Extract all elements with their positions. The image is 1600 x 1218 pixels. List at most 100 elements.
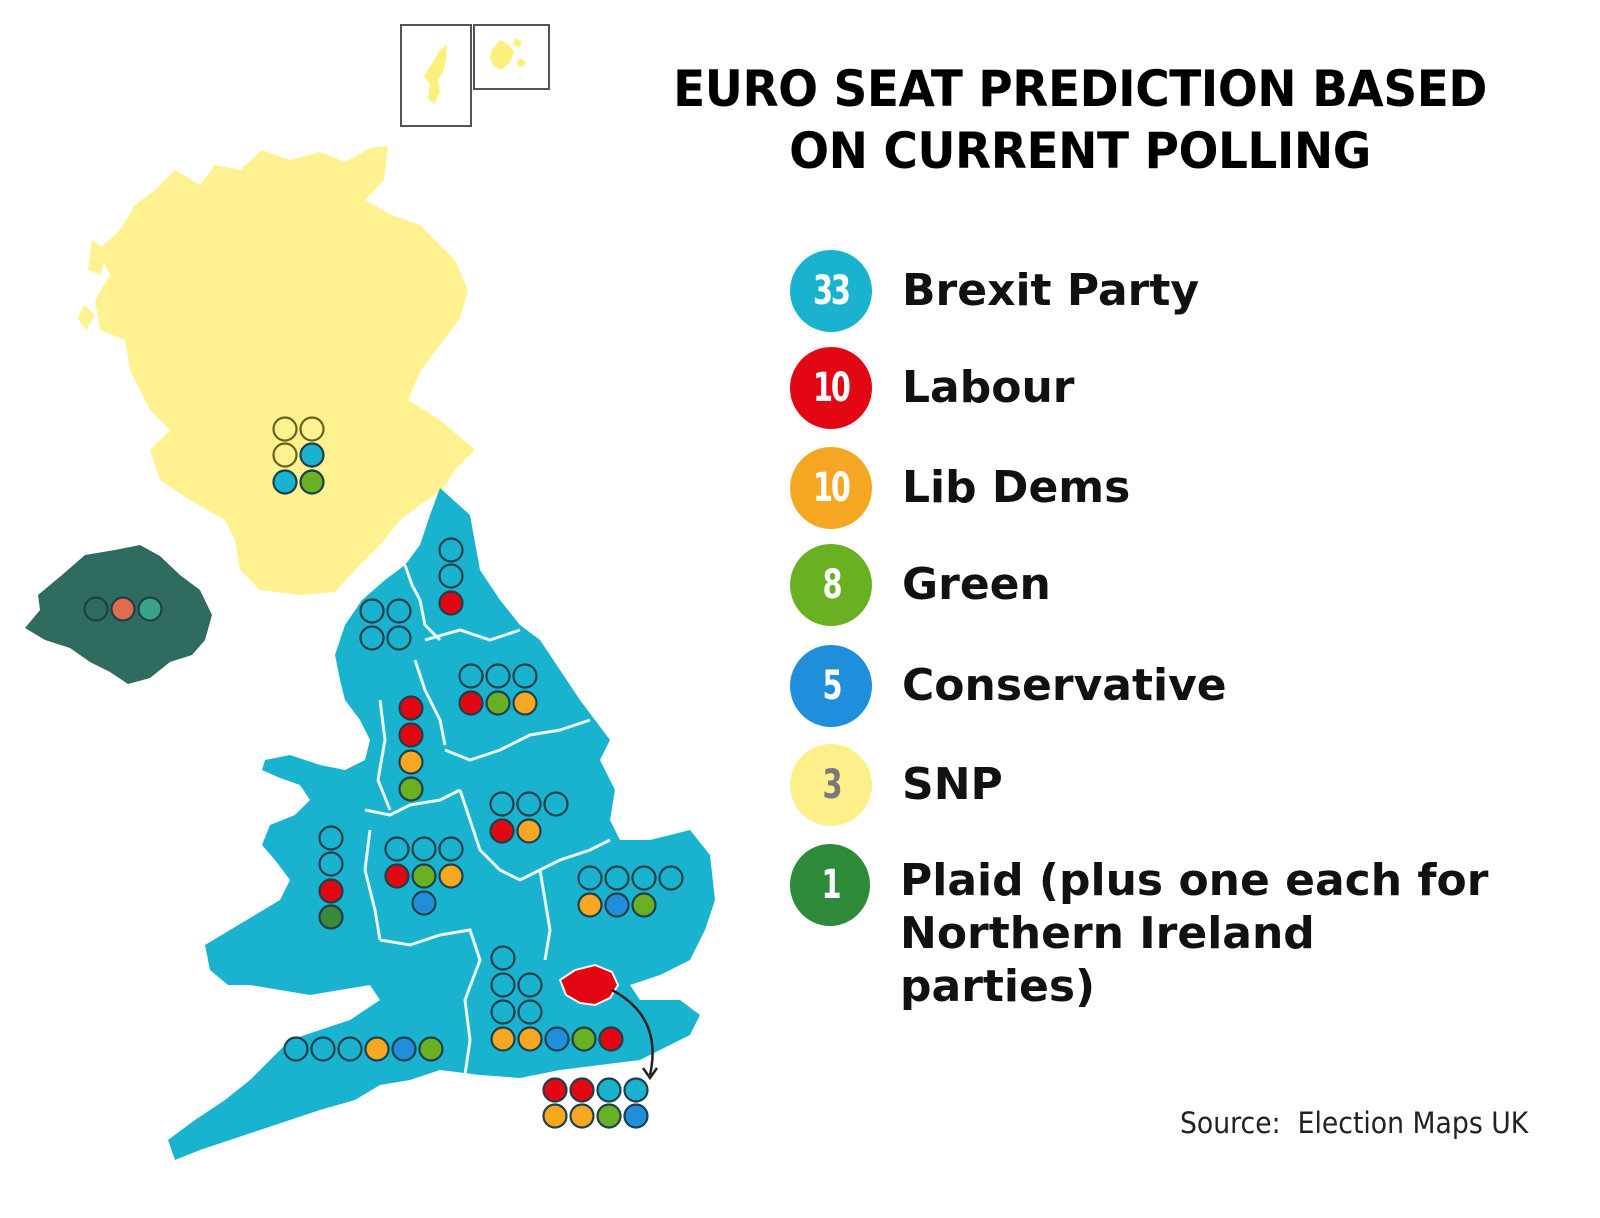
seat-dot-plaid (318, 904, 344, 930)
scotland-region (95, 146, 475, 595)
seat-dot-libdem (490, 1026, 516, 1052)
party-name: Conservative (902, 660, 1227, 711)
seat-dot-libdem (364, 1036, 390, 1062)
seat-dot-snp (272, 416, 298, 442)
south-east-seats (490, 945, 624, 1052)
seat-dot-brexit (386, 625, 412, 651)
seat-dot-brexit (485, 663, 511, 689)
seat-dot-labour (598, 1026, 624, 1052)
seat-dot-libdem (517, 1026, 543, 1052)
seat-dot-brexit (517, 999, 543, 1025)
seat-dot-green (631, 892, 657, 918)
seat-dot-brexit (577, 865, 603, 891)
east-midlands-seats (489, 791, 569, 844)
legend-item-conservative: 5 Conservative (790, 645, 1227, 727)
seat-dot-libdem (438, 863, 464, 889)
seat-dot-green (485, 690, 511, 716)
seat-dot-labour (384, 863, 410, 889)
seat-count-badge: 8 (790, 544, 872, 626)
seat-dot-ni3 (137, 596, 163, 622)
seat-dot-brexit (543, 791, 569, 817)
west-midlands-seats (384, 836, 464, 916)
seat-dot-brexit (438, 537, 464, 563)
seat-dot-brexit (384, 836, 410, 862)
seat-dot-brexit (359, 598, 385, 624)
seat-dot-labour (398, 695, 424, 721)
wales-seats (318, 825, 344, 930)
seat-dot-brexit (489, 791, 515, 817)
london-seats (542, 1077, 649, 1129)
seat-dot-libdem (398, 749, 424, 775)
seat-dot-labour (542, 1077, 568, 1103)
seat-dot-green (571, 1026, 597, 1052)
legend-item-labour: 10 Labour (790, 347, 1074, 429)
seat-dot-green (596, 1103, 622, 1129)
seat-dot-con (544, 1026, 570, 1052)
party-name: Brexit Party (902, 265, 1200, 316)
seat-dot-brexit (318, 825, 344, 851)
seat-dot-brexit (512, 663, 538, 689)
seat-dot-con (391, 1036, 417, 1062)
seat-dot-brexit (438, 563, 464, 589)
seat-dot-green (398, 776, 424, 802)
seat-dot-brexit (604, 865, 630, 891)
england-wales-region (168, 488, 715, 1160)
seat-dot-labour (318, 878, 344, 904)
northern-ireland-seats (83, 596, 163, 622)
seat-dot-labour (438, 590, 464, 616)
legend-item-brexit: 33 Brexit Party (790, 250, 1199, 332)
seat-count-badge: 10 (790, 447, 872, 529)
seat-dot-brexit (359, 625, 385, 651)
seat-dot-brexit (283, 1036, 309, 1062)
seat-dot-labour (489, 818, 515, 844)
party-name: Plaid (plus one each for Northern Irelan… (900, 844, 1510, 1013)
london-callout-arrow (611, 988, 654, 1076)
seat-dot-brexit (337, 1036, 363, 1062)
seat-dot-ni1 (83, 596, 109, 622)
seat-dot-libdem (577, 892, 603, 918)
seat-dot-brexit (318, 851, 344, 877)
seat-dot-brexit (596, 1077, 622, 1103)
east-of-england-seats (577, 865, 684, 918)
seat-dot-labour (458, 690, 484, 716)
seat-count-badge: 10 (790, 347, 872, 429)
seat-dot-con (604, 892, 630, 918)
seat-dot-con (411, 890, 437, 916)
seat-dot-green (411, 863, 437, 889)
seat-dot-brexit (490, 945, 516, 971)
seat-dot-libdem (569, 1103, 595, 1129)
party-name: Green (902, 559, 1051, 610)
seat-dot-snp (272, 442, 298, 468)
south-west-seats (283, 1036, 444, 1062)
seat-dot-labour (398, 722, 424, 748)
seat-dot-brexit (272, 469, 298, 495)
seat-dot-green (299, 469, 325, 495)
region-borders (363, 564, 611, 1076)
party-name-line-2: Northern Ireland parties) (900, 908, 1315, 1012)
legend-item-snp: 3 SNP (790, 744, 1003, 826)
legend-item-green: 8 Green (790, 544, 1051, 626)
party-name: Lib Dems (902, 462, 1131, 513)
seat-dot-libdem (512, 690, 538, 716)
north-east-seats (438, 537, 464, 616)
seat-dot-libdem (542, 1103, 568, 1129)
seat-count-badge: 33 (790, 250, 872, 332)
seat-dot-ni2 (110, 596, 136, 622)
cumbria-seats (359, 598, 412, 651)
north-west-seats (398, 695, 424, 802)
seat-dot-labour (569, 1077, 595, 1103)
island-insets (400, 24, 550, 127)
seat-dot-brexit (658, 865, 684, 891)
seat-dot-green (418, 1036, 444, 1062)
seat-dot-brexit (517, 972, 543, 998)
seat-dot-libdem (516, 818, 542, 844)
seat-dot-brexit (386, 598, 412, 624)
seat-count-badge: 1 (790, 844, 870, 926)
seat-dot-brexit (310, 1036, 336, 1062)
seat-count-badge: 3 (790, 744, 872, 826)
source-credit: Source: Election Maps UK (1180, 1106, 1529, 1140)
legend-item-lib-dems: 10 Lib Dems (790, 447, 1130, 529)
seat-dots (83, 416, 684, 1129)
title-line-2: ON CURRENT POLLING (789, 122, 1371, 180)
